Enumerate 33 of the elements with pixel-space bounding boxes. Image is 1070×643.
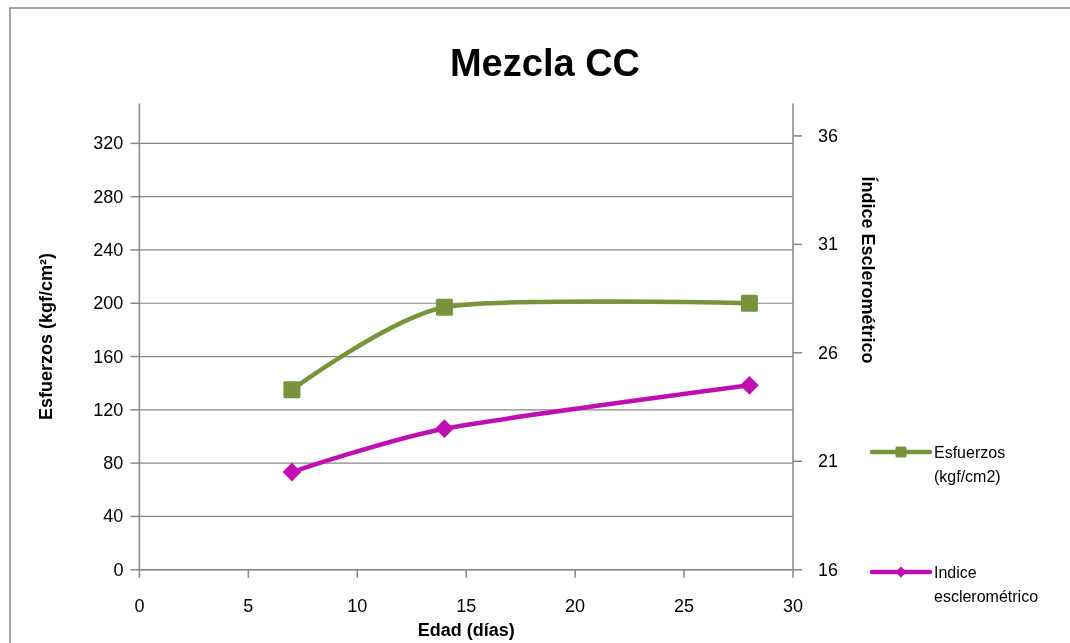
point <box>740 375 759 395</box>
x-tick-label: 5 <box>243 596 254 616</box>
y2-tick-label: 16 <box>818 559 839 580</box>
y2-axis-title: Índice Esclerométrico <box>858 176 879 364</box>
point <box>435 298 453 316</box>
y-tick-label: 0 <box>113 559 124 580</box>
y-tick-label: 240 <box>93 239 124 260</box>
x-tick-label: 30 <box>782 596 804 616</box>
chart-title: Mezcla CC <box>449 42 641 84</box>
y-tick-label: 280 <box>93 186 124 207</box>
x-tick-label: 0 <box>134 596 145 616</box>
x-axis-title: Edad (días) <box>417 620 515 640</box>
x-tick-label: 15 <box>456 596 477 616</box>
legend-label: Esfuerzos (kgf/cm2) <box>934 443 1006 485</box>
y-tick-label: 320 <box>93 133 124 154</box>
legend-label: Indice esclerométrico <box>934 563 1039 605</box>
y-tick-label: 120 <box>93 399 124 420</box>
x-tick-label: 10 <box>347 596 368 616</box>
x-tick-label: 25 <box>674 596 695 616</box>
point <box>282 462 302 482</box>
y-axis-title: Esfuerzos (kgf/cm²) <box>36 253 56 421</box>
point <box>740 294 758 312</box>
y-tick-label: 160 <box>93 346 124 367</box>
point <box>283 381 301 399</box>
y2-tick-label: 21 <box>818 451 839 472</box>
y-tick-label: 40 <box>103 506 124 527</box>
point <box>435 419 454 439</box>
x-tick-label: 20 <box>565 596 586 616</box>
y2-tick-label: 36 <box>818 125 839 146</box>
y-tick-label: 80 <box>103 453 124 474</box>
y-tick-label: 200 <box>93 293 124 314</box>
y2-tick-label: 31 <box>818 234 839 255</box>
y2-tick-label: 26 <box>818 342 839 363</box>
